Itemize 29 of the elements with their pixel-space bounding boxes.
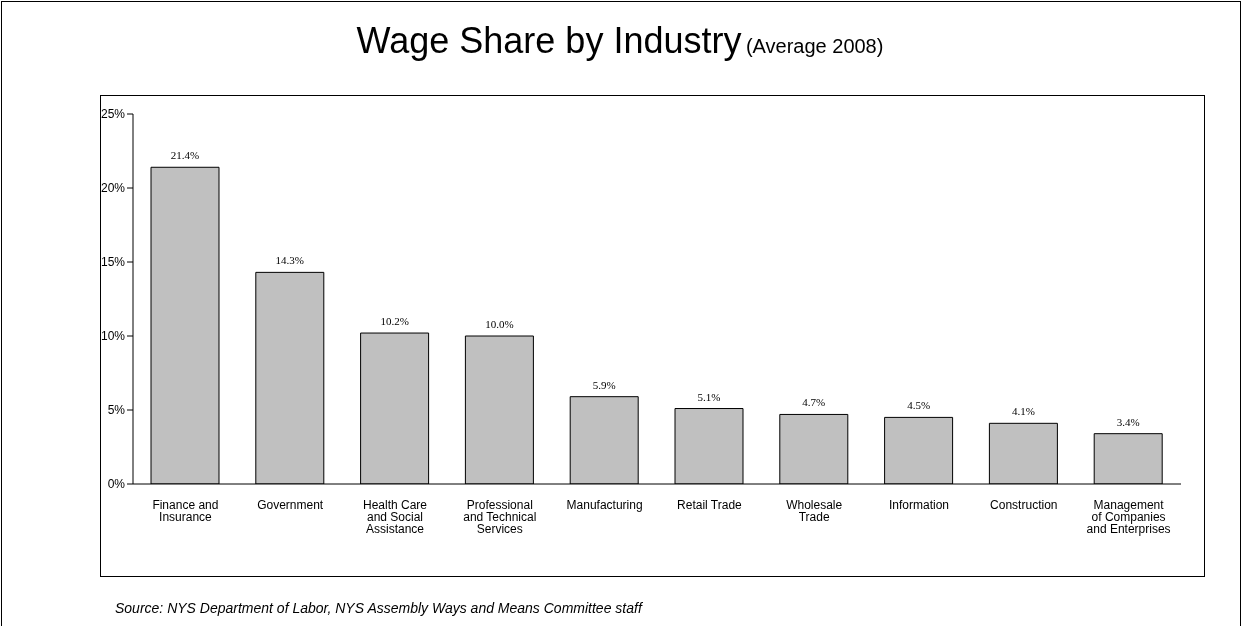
y-tick-label: 15% xyxy=(100,255,126,270)
x-tick-label: Government xyxy=(257,497,324,512)
data-label: 5.1% xyxy=(697,390,721,403)
x-tick-label: Information xyxy=(888,497,950,512)
data-label: 10.0% xyxy=(485,318,514,330)
x-tick-label: Construction xyxy=(990,497,1058,512)
x-tick-label: Finance and Insurance xyxy=(152,497,219,524)
source-note: Source: NYS Department of Labor, NYS Assembly Ways and Means Committee staff xyxy=(115,600,642,616)
data-label: 4.5% xyxy=(907,399,931,412)
x-tick-label: Manufacturing xyxy=(566,497,643,512)
y-tick-label: 5% xyxy=(107,403,126,418)
data-label: 14.3% xyxy=(275,254,305,267)
x-tick-label: Retail Trade xyxy=(677,497,743,512)
data-label: 10.2% xyxy=(380,315,409,328)
x-tick-label: Professional and Technical Services xyxy=(463,497,537,536)
y-tick-label: 25% xyxy=(100,107,126,122)
y-tick-label: 20% xyxy=(100,181,126,196)
data-label: 3.4% xyxy=(1116,415,1140,428)
x-tick-label: Health Care and Social Assistance xyxy=(362,497,428,536)
data-label: 4.7% xyxy=(802,396,826,409)
chart-subtitle: (Average 2008) xyxy=(745,35,884,57)
data-label: 5.9% xyxy=(592,378,616,391)
x-tick-label: Wholesale Trade xyxy=(786,497,843,524)
data-label: 21.4% xyxy=(170,149,200,162)
chart-title: Wage Share by Industry xyxy=(356,20,742,61)
x-tick-label: Management of Companies and Enterprises xyxy=(1086,497,1171,536)
y-tick-label: 10% xyxy=(100,329,126,344)
data-label: 4.1% xyxy=(1011,405,1035,418)
y-tick-label: 0% xyxy=(107,477,126,492)
